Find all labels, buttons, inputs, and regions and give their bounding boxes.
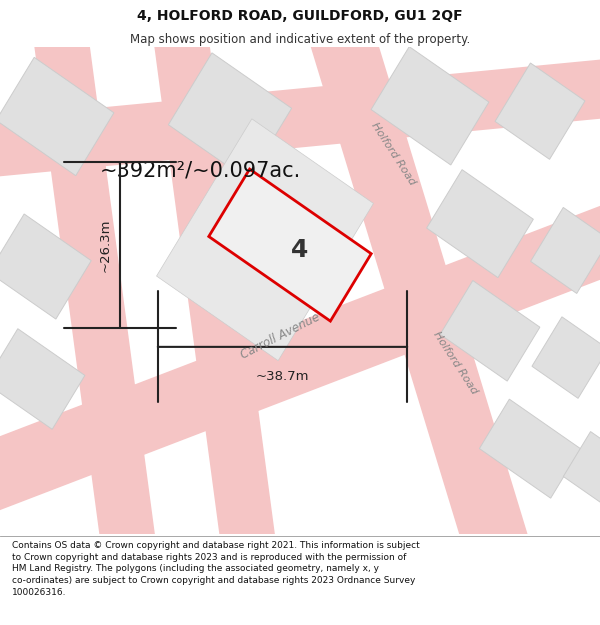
Polygon shape <box>209 169 371 321</box>
Text: 4: 4 <box>292 239 308 262</box>
Polygon shape <box>33 27 157 560</box>
Polygon shape <box>440 281 540 381</box>
Text: ~392m²/~0.097ac.: ~392m²/~0.097ac. <box>100 160 301 180</box>
Polygon shape <box>563 432 600 509</box>
Text: Carroll Avenue: Carroll Avenue <box>238 311 322 362</box>
Polygon shape <box>0 191 600 514</box>
Polygon shape <box>0 214 91 319</box>
Polygon shape <box>169 53 292 180</box>
Polygon shape <box>495 63 585 159</box>
Polygon shape <box>153 27 277 560</box>
Polygon shape <box>0 58 114 176</box>
Polygon shape <box>157 119 373 361</box>
Polygon shape <box>371 47 489 165</box>
Text: ~26.3m: ~26.3m <box>99 218 112 272</box>
Text: Map shows position and indicative extent of the property.: Map shows position and indicative extent… <box>130 32 470 46</box>
Text: Holford Road: Holford Road <box>369 121 417 188</box>
Text: 4, HOLFORD ROAD, GUILDFORD, GU1 2QF: 4, HOLFORD ROAD, GUILDFORD, GU1 2QF <box>137 9 463 23</box>
Text: Holford Road: Holford Road <box>431 330 479 396</box>
Text: Contains OS data © Crown copyright and database right 2021. This information is : Contains OS data © Crown copyright and d… <box>12 541 420 597</box>
Polygon shape <box>427 169 533 278</box>
Polygon shape <box>532 317 600 398</box>
Text: ~38.7m: ~38.7m <box>256 371 309 384</box>
Polygon shape <box>0 55 600 178</box>
Polygon shape <box>0 329 85 429</box>
Polygon shape <box>309 20 531 567</box>
Polygon shape <box>530 208 600 294</box>
Polygon shape <box>479 399 581 498</box>
